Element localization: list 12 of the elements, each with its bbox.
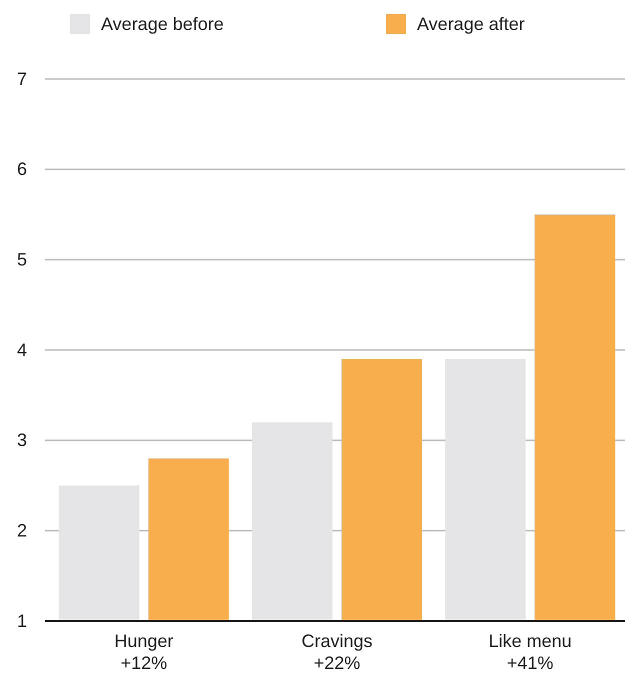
- y-tick-label: 6: [16, 159, 28, 180]
- y-tick-label: 1: [16, 610, 28, 631]
- x-tick-label: Like menu +41%: [488, 631, 572, 673]
- legend-label: Average before: [101, 14, 224, 34]
- x-tick-label: Hunger +12%: [114, 631, 174, 673]
- legend-label: Average after: [417, 14, 525, 34]
- y-tick-label: 7: [16, 68, 28, 89]
- y-tick-label: 3: [16, 430, 28, 450]
- y-tick-label: 5: [16, 249, 28, 270]
- y-tick-label: 2: [16, 520, 28, 540]
- y-tick-label: 4: [16, 340, 28, 360]
- x-tick-label: Cravings +22%: [301, 631, 373, 673]
